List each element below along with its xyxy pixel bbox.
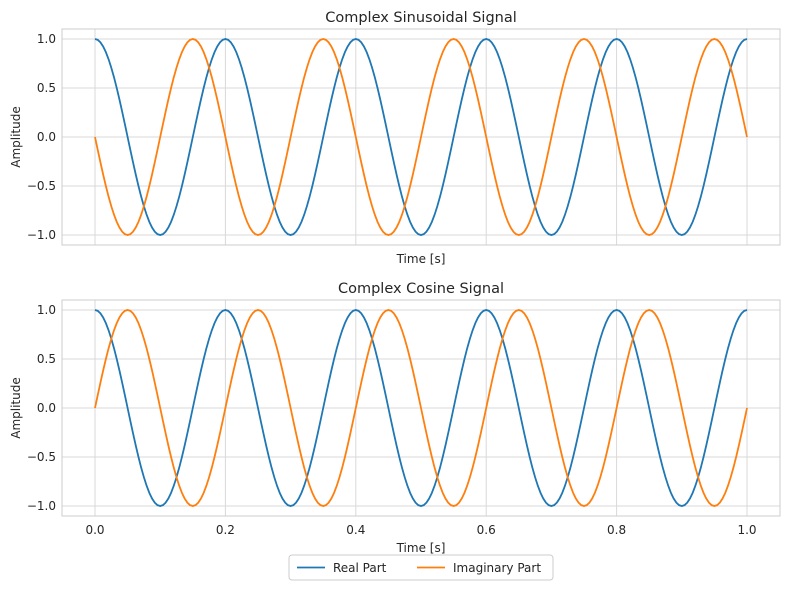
- y-tick-label: −1.0: [27, 499, 56, 513]
- x-axis-label: Time [s]: [396, 541, 446, 555]
- legend-label: Real Part: [333, 561, 387, 575]
- plot-frame: [61, 299, 781, 517]
- plot-frame: [61, 28, 781, 246]
- y-tick-label: −1.0: [27, 228, 56, 242]
- x-tick-label: 0.2: [216, 523, 235, 537]
- top-chart-panel: 1.0 0.5 0.0 −0.5 −1.0 Complex Sinusoidal Sign…: [9, 10, 781, 266]
- y-tick-label: 0.5: [37, 81, 56, 95]
- bottom-chart-panel: 1.0 0.5 0.0 −0.5 −1.0 0.0 0.2 0.4 0.6 0.8 1.0 Compl…: [9, 281, 781, 555]
- series-line-real: [94, 38, 748, 236]
- chart-title: Complex Sinusoidal Signal: [325, 10, 517, 26]
- y-axis-label: Amplitude: [9, 377, 23, 439]
- x-tick-label: 0.4: [346, 523, 365, 537]
- y-tick-label: 1.0: [37, 303, 56, 317]
- y-tick-label: 0.0: [37, 401, 56, 415]
- y-tick-label: 0.5: [37, 352, 56, 366]
- series-line-real: [94, 309, 748, 507]
- legend: Real Part Imaginary Part: [288, 554, 554, 581]
- y-tick-label: −0.5: [27, 450, 56, 464]
- y-tick-label: 0.0: [37, 130, 56, 144]
- y-axis-label: Amplitude: [9, 106, 23, 168]
- chart-title: Complex Cosine Signal: [338, 281, 504, 297]
- x-tick-label: 0.0: [85, 523, 104, 537]
- y-tick-label: 1.0: [37, 32, 56, 46]
- series-line-imaginary: [94, 309, 748, 507]
- y-tick-label: −0.5: [27, 179, 56, 193]
- legend-label: Imaginary Part: [453, 561, 541, 575]
- x-tick-label: 0.6: [477, 523, 496, 537]
- x-axis-label: Time [s]: [396, 252, 446, 266]
- series-line-imaginary: [94, 38, 748, 236]
- x-tick-label: 1.0: [737, 523, 756, 537]
- x-tick-label: 0.8: [607, 523, 626, 537]
